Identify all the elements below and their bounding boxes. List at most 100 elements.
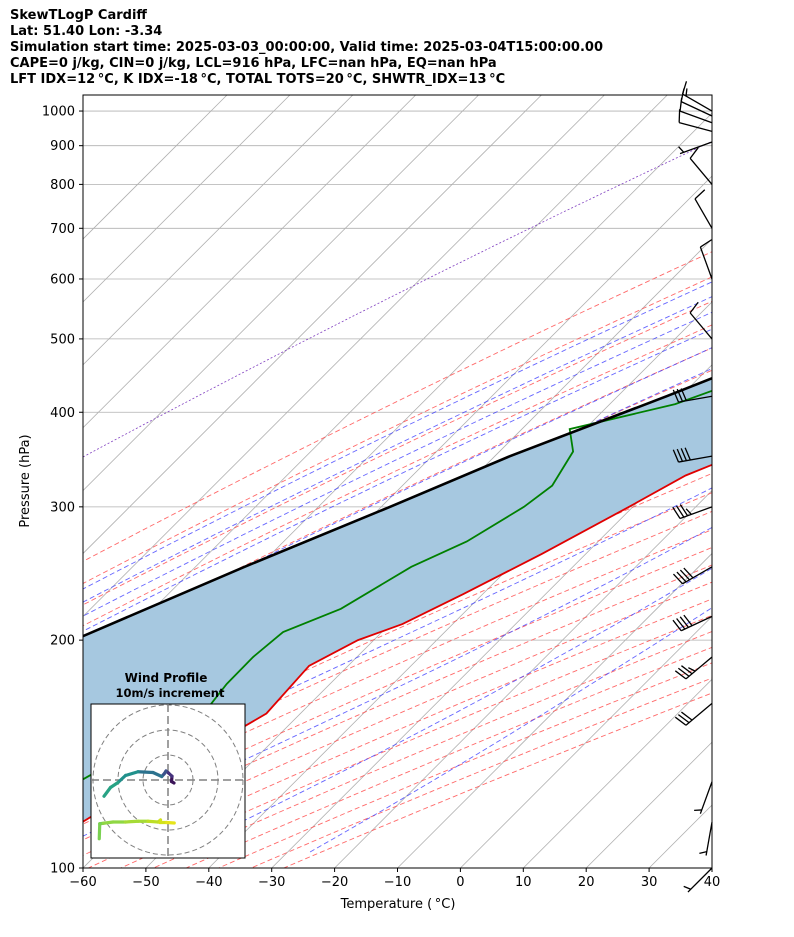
barb-feather [679,97,683,112]
wind-barb [672,614,713,632]
hodograph-trace [123,819,140,824]
hodograph-trace [123,770,140,778]
moist-adiabat [83,347,712,649]
dry-adiabat [83,547,712,825]
chart-title: SkewTLogP Cardiff [10,8,147,23]
hodograph-trace [102,785,113,798]
dry-adiabat [83,564,712,841]
y-tick-label: 500 [50,332,75,347]
x-tick-label: −30 [258,875,285,890]
x-tick-label: −50 [132,875,159,890]
time-line: Simulation start time: 2025-03-03_00:00:… [10,40,603,55]
y-tick-label: 600 [50,272,75,287]
wind-barbs [672,81,713,893]
barb-feather [679,504,689,517]
chart-header: SkewTLogP Cardiff Lat: 51.40 Lon: -3.34 … [10,8,603,88]
barb-staff [699,246,713,280]
axes: −60 −50 −40 −30 −20 −10 0 10 20 30 40 100 200 300 400 5… [42,105,720,890]
hodograph-trace [165,820,176,825]
wind-barb [689,147,713,185]
barb-feather [672,449,680,463]
dry-adiabat [88,598,712,868]
barb-feather [688,667,696,672]
barb-staff [705,821,713,856]
dry-adiabat [83,324,712,627]
barb-feather [675,505,685,518]
x-tick-label: 0 [456,875,464,890]
isotherm [711,867,712,868]
indices-line-1: CAPE=0 j/kg, CIN=0 j/kg, LCL=916 hPa, LF… [10,56,497,71]
barb-staff [679,110,713,124]
barb-feather [683,567,694,579]
dry-adiabat [153,631,712,868]
barb-staff [680,615,713,632]
wind-barb [679,97,713,124]
barb-feather [694,189,706,200]
barb-feather [674,716,687,726]
y-axis-label: Pressure (hPa) [18,434,33,527]
barb-feather [684,447,691,461]
barb-feather [676,571,687,583]
barb-feather [680,448,687,461]
barb-feather [677,667,690,677]
hodograph-trace [136,770,155,775]
barb-feather [689,301,699,314]
barb-feather [689,147,699,159]
barb-staff [680,101,713,117]
barb-feather [680,388,687,401]
isotherm [83,95,542,555]
y-tick-label: 700 [50,222,75,237]
moist-adiabat [83,526,712,837]
wind-barb [672,447,713,463]
barb-feather [674,670,687,680]
barb-feather [672,573,684,585]
hodograph-subtitle: 10m/s increment [116,686,225,700]
barb-feather [672,506,681,519]
isotherm [83,95,354,366]
wind-barb [672,504,713,520]
isotherm [83,95,291,303]
barb-staff [679,141,713,155]
x-tick-label: 30 [641,875,658,890]
x-tick-label: −60 [69,875,96,890]
barb-staff [689,312,713,340]
barb-feather [683,614,693,627]
x-tick-label: −10 [384,875,411,890]
barb-staff [685,656,713,680]
x-axis-label: Temperature ( °C) [340,897,456,912]
wind-barb [689,301,713,340]
dry-adiabat [83,300,712,606]
hodograph-trace [116,773,128,785]
mixing-ratio-line [83,140,712,458]
barb-staff [694,198,713,229]
barb-staff [689,157,713,185]
x-tick-label: −40 [195,875,222,890]
dry-adiabat [283,692,712,868]
y-tick-label: 100 [50,862,75,877]
dry-adiabat [120,614,712,868]
barb-staff [699,781,713,814]
wind-barb [699,821,713,856]
isotherm [397,552,712,868]
x-tick-label: 20 [578,875,595,890]
location-line: Lat: 51.40 Lon: -3.34 [10,24,163,39]
y-tick-label: 1000 [42,105,75,120]
wind-barb [678,141,713,155]
hodograph: Wind Profile 10m/s increment [90,671,246,859]
hodograph-title: Wind Profile [125,671,208,685]
y-tick-label: 800 [50,178,75,193]
barb-feather [681,711,693,721]
dry-adiabat [83,276,712,584]
barb-feather [676,448,684,462]
isotherm [83,95,605,617]
dry-adiabat [251,677,712,868]
isotherm [523,678,712,868]
wind-barb [681,81,713,112]
barb-feather [685,88,688,97]
y-tick-label: 300 [50,500,75,515]
dry-adiabat [83,472,712,759]
barb-staff [682,93,713,112]
barb-staff [682,566,713,585]
isotherm [83,95,416,429]
y-tick-label: 400 [50,406,75,421]
